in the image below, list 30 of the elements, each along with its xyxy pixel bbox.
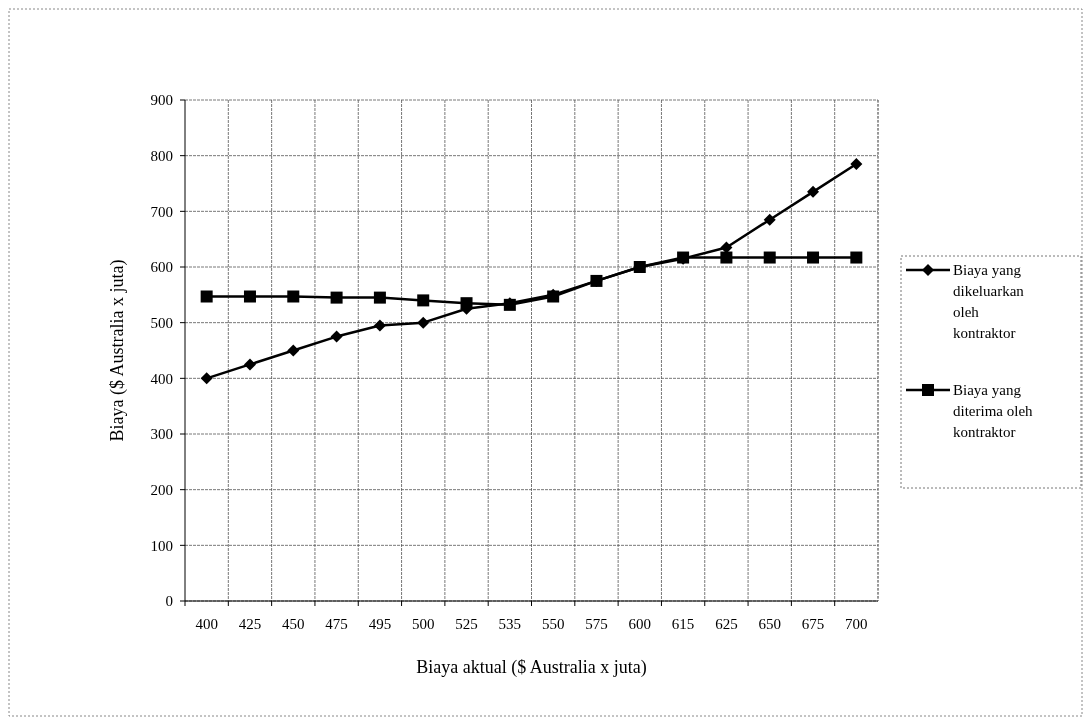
- legend-label: Biaya yang dikeluarkan oleh kontraktor: [953, 262, 1025, 342]
- x-tick-label: 700: [845, 616, 868, 632]
- y-tick-label: 700: [150, 203, 173, 220]
- x-tick-label: 525: [455, 616, 478, 632]
- x-tick-label: 450: [282, 616, 305, 632]
- y-tick-label: 900: [150, 92, 173, 109]
- x-tick-label: 625: [715, 616, 738, 632]
- y-tick-label: 0: [165, 593, 173, 610]
- y-tick-label: 800: [150, 147, 173, 164]
- y-tick-label: 400: [150, 370, 173, 387]
- y-tick-label: 300: [150, 426, 173, 443]
- y-tick-label: 500: [150, 314, 173, 331]
- y-tick-label: 600: [150, 259, 173, 276]
- legend-label: Biaya yang diterima oleh kontraktor: [953, 382, 1034, 441]
- x-tick-label: 615: [671, 616, 695, 632]
- x-tick-label: 675: [801, 616, 825, 632]
- x-tick-label: 425: [238, 616, 262, 632]
- x-tick-label: 600: [628, 616, 652, 632]
- x-tick-label: 400: [195, 616, 218, 632]
- x-axis-title: Biaya aktual ($ Australia x juta): [416, 657, 647, 678]
- x-tick-label: 535: [498, 616, 522, 632]
- x-tick-label: 575: [585, 616, 608, 632]
- y-tick-label: 200: [150, 481, 173, 498]
- x-tick-label: 650: [758, 616, 781, 632]
- x-tick-label: 495: [368, 616, 392, 632]
- y-tick-label: 100: [150, 537, 173, 554]
- y-axis-title: Biaya ($ Australia x juta): [107, 259, 128, 442]
- x-tick-label: 500: [411, 616, 435, 632]
- x-tick-label: 475: [325, 616, 348, 632]
- x-tick-label: 550: [541, 616, 565, 632]
